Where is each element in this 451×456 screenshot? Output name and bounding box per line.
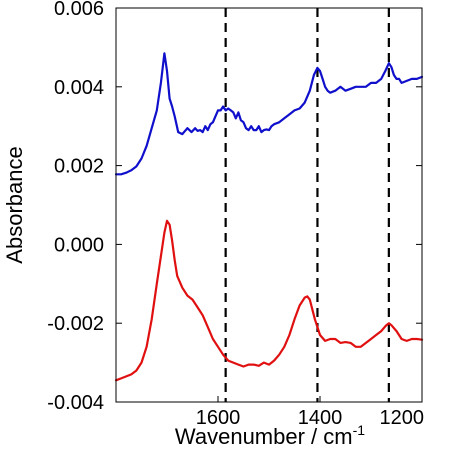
- plot-frame: [115, 7, 423, 403]
- x-axis-title: Wavenumber / cm-1: [175, 422, 365, 449]
- y-axis: -0.004 -0.002 0.000 0.002 0.004 0.006: [47, 0, 422, 414]
- x-axis-title-superscript: -1: [353, 422, 366, 438]
- x-axis-title-main: Wavenumber / cm: [175, 424, 353, 449]
- x-tick-label-1: 1400: [298, 407, 343, 429]
- y-tick-label-3: 0.002: [54, 156, 104, 178]
- y-tick-label-5: 0.006: [54, 0, 104, 20]
- y-tick-label-1: -0.002: [47, 313, 104, 335]
- series-line-0: [114, 52, 424, 176]
- y-tick-label-4: 0.004: [54, 77, 104, 99]
- y-tick-label-2: 0.000: [54, 234, 104, 256]
- x-axis: 1600 1400 1200: [196, 396, 424, 429]
- x-tick-label-2: 1200: [380, 407, 425, 429]
- x-tick-label-0: 1600: [196, 407, 241, 429]
- dashed-reference-lines: [224, 8, 390, 402]
- series-line-1: [114, 219, 424, 382]
- y-tick-label-0: -0.004: [47, 392, 104, 414]
- plot-series: [114, 52, 424, 382]
- y-axis-title: Absorbance: [2, 146, 27, 263]
